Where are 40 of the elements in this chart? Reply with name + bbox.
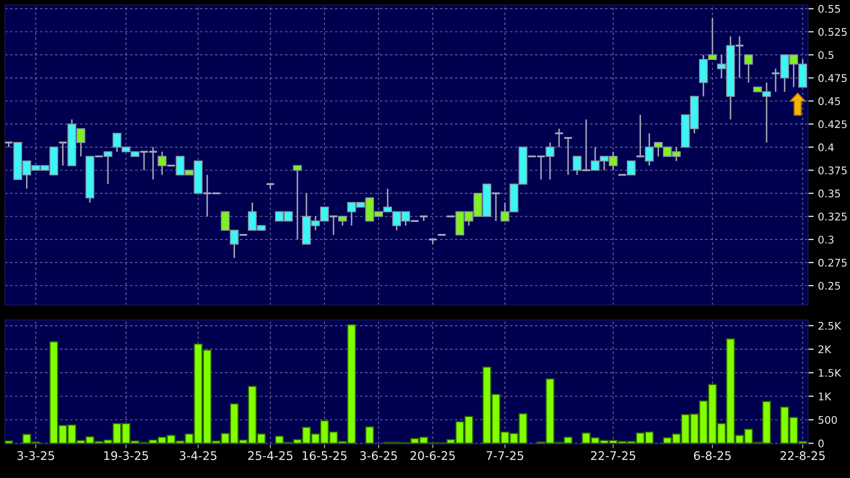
y-tick-label: 0.4 (818, 143, 834, 152)
y-tick-label: 0.35 (818, 190, 840, 198)
bar (365, 426, 374, 444)
y-tick-label: 0.25 (818, 282, 840, 290)
x-tick-label: 3-6-25 (360, 451, 397, 460)
y-tick-label: 0.45 (818, 97, 840, 106)
y-tick-label: 0.275 (818, 258, 847, 267)
x-tick-label: 3-4-25 (180, 451, 216, 460)
candlestick (734, 36, 744, 79)
x-tick-label: 3-3-25 (17, 451, 54, 460)
y-tick-label: 0.5 (818, 51, 834, 59)
candlestick (58, 142, 68, 166)
y-tick-label: 0.425 (818, 120, 847, 128)
y-tick-label: 1.5K (818, 369, 842, 377)
candlestick (626, 160, 636, 176)
x-tick-label: 22-8-25 (780, 451, 825, 460)
candlestick (293, 164, 302, 240)
x-tick-label: 19-3-25 (104, 451, 148, 460)
y-tick-label: 1K (818, 392, 832, 400)
x-tick-label: 16-5-25 (302, 451, 346, 460)
y-tick-label: 0.525 (818, 28, 847, 36)
x-tick-label: 6-8-25 (694, 451, 731, 460)
y-tick-label: 0.375 (818, 166, 847, 174)
y-tick-label: 2.5K (818, 322, 842, 330)
y-tick-label: 0.55 (818, 4, 840, 13)
candlestick (563, 137, 573, 176)
x-tick-label: 22-7-25 (591, 451, 636, 460)
x-tick-label: 20-6-25 (410, 451, 455, 460)
y-tick-label: 0.325 (818, 212, 847, 220)
y-tick-label: 0 (818, 440, 824, 448)
x-tick-label: 7-7-25 (486, 451, 524, 460)
x-tick-label: 25-4-25 (248, 451, 292, 460)
candlestick (328, 215, 338, 236)
y-tick-label: 500 (818, 416, 837, 424)
candlestick (635, 114, 646, 158)
bar (5, 440, 14, 444)
y-tick-label: 0.3 (818, 236, 834, 244)
y-tick-label: 2K (818, 345, 832, 354)
candlestick (744, 54, 753, 84)
y-tick-label: 0.475 (818, 74, 847, 82)
